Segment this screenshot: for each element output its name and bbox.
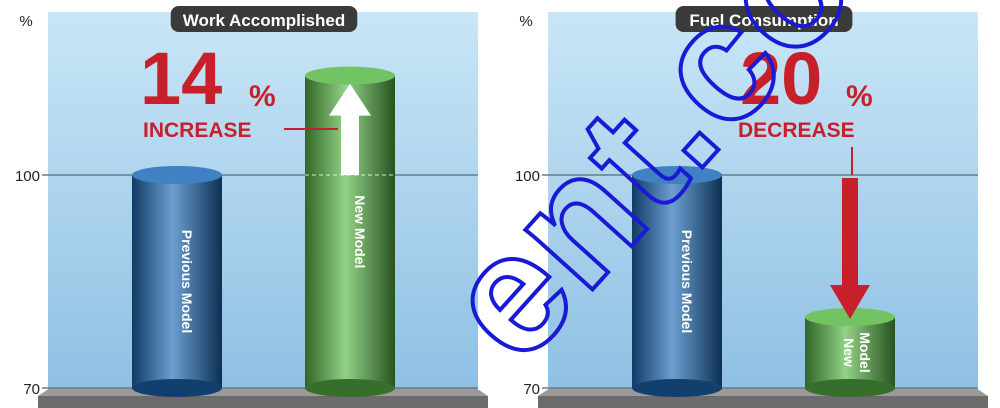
chart-title-badge — [170, 6, 358, 32]
bar-label-1-0: New — [841, 338, 857, 367]
y-tick-label-100: 100 — [515, 168, 540, 185]
bar-top-1 — [305, 66, 395, 85]
floor-front — [38, 396, 488, 408]
bar-label-1-1: Model — [857, 332, 873, 372]
bar-top-0 — [632, 166, 722, 184]
bar-base-1 — [305, 379, 395, 397]
y-axis-label: % — [519, 13, 532, 30]
chart-svg-1: % 100 70 Fuel Consumption Previous Model New M… — [515, 6, 988, 408]
annotation-unit: % — [249, 80, 276, 113]
plot-background — [548, 12, 978, 388]
bar-1 — [805, 317, 895, 388]
chart-svg-0: % 100 70 Work Accomplished Previous Model New… — [15, 6, 488, 408]
bar-base-0 — [632, 379, 722, 397]
bar-base-1 — [805, 379, 895, 397]
plot-background — [48, 12, 478, 388]
chart-fuel-consumption: % 100 70 Fuel Consumption Previous Model New M… — [500, 0, 1000, 408]
y-axis-label: % — [19, 13, 32, 30]
bar-label-1: New Model — [352, 195, 368, 268]
y-tick-label-70: 70 — [523, 381, 540, 398]
decrease-arrow — [830, 178, 870, 319]
chart-title: Work Accomplished — [183, 11, 345, 30]
annotation-unit: % — [846, 80, 873, 113]
annotation-value: 20 — [740, 37, 822, 120]
floor-front — [538, 396, 988, 408]
annotation-text: INCREASE — [143, 119, 252, 142]
bar-0 — [132, 175, 222, 388]
y-tick-label-70: 70 — [23, 381, 40, 398]
floor-top — [538, 388, 988, 396]
increase-arrow — [329, 83, 371, 175]
bar-top-0 — [132, 166, 222, 184]
bar-label-0: Previous Model — [679, 230, 695, 333]
chart-title-badge — [675, 6, 853, 32]
chart-work-accomplished: % 100 70 Work Accomplished Previous Model New… — [15, 6, 488, 408]
y-tick-label-100: 100 — [15, 168, 40, 185]
floor-top — [38, 388, 488, 396]
annotation-value: 14 — [140, 37, 222, 120]
bar-0 — [632, 175, 722, 388]
bar-label-0: Previous Model — [179, 230, 195, 333]
annotation-text: DECREASE — [738, 119, 855, 142]
bar-base-0 — [132, 379, 222, 397]
chart-title: Fuel Consumption — [689, 11, 838, 30]
